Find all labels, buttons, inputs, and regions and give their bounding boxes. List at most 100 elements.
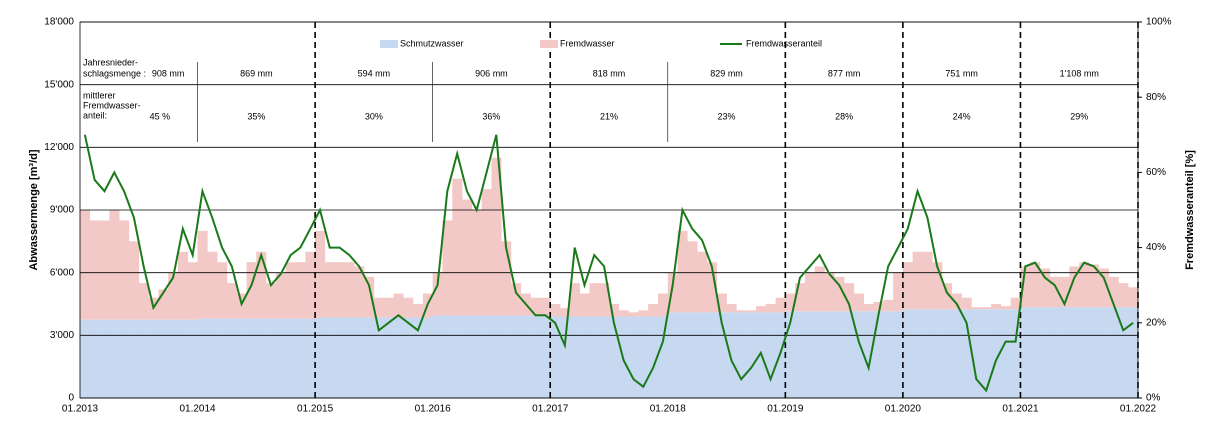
y2-axis-label: Fremdwasseranteil [%]	[1184, 150, 1196, 270]
bar-fremdwasser	[119, 220, 130, 320]
bar-schmutzwasser	[540, 315, 551, 398]
bar-schmutzwasser	[961, 309, 972, 398]
bar-schmutzwasser	[1128, 307, 1139, 398]
bar-schmutzwasser	[177, 319, 188, 398]
bar-fremdwasser	[951, 293, 962, 310]
legend-label: Fremdwasseranteil	[746, 38, 822, 48]
bar-schmutzwasser	[697, 312, 708, 398]
bar-fremdwasser	[658, 293, 669, 317]
bar-schmutzwasser	[226, 318, 238, 398]
bar-schmutzwasser	[746, 312, 757, 398]
bar-schmutzwasser	[706, 312, 717, 398]
bar-schmutzwasser	[187, 319, 198, 398]
precip-label: Jahresnieder-	[83, 57, 138, 67]
bar-schmutzwasser	[609, 316, 620, 398]
share-value: 36%	[482, 111, 500, 121]
bar-schmutzwasser	[1079, 307, 1090, 398]
x-tick-label: 01.2019	[767, 404, 804, 415]
bar-fremdwasser	[1128, 287, 1139, 308]
x-tick-label: 01.2015	[297, 404, 334, 415]
share-value: 35%	[247, 111, 265, 121]
precip-value: 818 mm	[593, 68, 626, 78]
x-tick-label: 01.2022	[1120, 404, 1157, 415]
bar-fremdwasser	[491, 157, 502, 316]
plot-frame	[79, 21, 1139, 399]
bar-schmutzwasser	[256, 318, 267, 398]
bar-fremdwasser	[462, 199, 473, 316]
bar-fremdwasser	[971, 307, 982, 310]
bar-fremdwasser	[589, 283, 600, 317]
bar-schmutzwasser	[275, 318, 287, 398]
bar-fremdwasser	[530, 297, 541, 316]
bar-schmutzwasser	[550, 316, 561, 398]
bar-fremdwasser	[785, 293, 796, 312]
bar-schmutzwasser	[677, 312, 688, 398]
bar-fremdwasser	[197, 230, 208, 319]
bar-fremdwasser	[1030, 262, 1041, 308]
bar-schmutzwasser	[373, 317, 384, 398]
bar-fremdwasser	[1088, 264, 1100, 308]
bar-schmutzwasser	[99, 319, 110, 398]
precip-value: 908 mm	[152, 68, 185, 78]
x-tick-label: 01.2021	[1002, 404, 1039, 415]
bar-fremdwasser	[432, 272, 443, 316]
bar-schmutzwasser	[844, 311, 855, 398]
bar-fremdwasser	[1020, 266, 1031, 308]
bar-schmutzwasser	[1020, 307, 1031, 398]
bar-fremdwasser	[393, 293, 404, 318]
bar-fremdwasser	[912, 251, 923, 310]
bar-fremdwasser	[354, 266, 365, 318]
bar-schmutzwasser	[765, 312, 776, 398]
bar-schmutzwasser	[246, 318, 257, 398]
bar-schmutzwasser	[383, 317, 394, 398]
bar-schmutzwasser	[501, 315, 512, 398]
bar-fremdwasser	[893, 272, 904, 312]
y2-tick-label: 0%	[1146, 393, 1161, 404]
bar-schmutzwasser	[648, 316, 659, 398]
bar-fremdwasser	[922, 251, 933, 310]
legend-swatch	[380, 40, 398, 48]
bar-fremdwasser	[442, 220, 453, 316]
bar-schmutzwasser	[687, 312, 698, 398]
bar-fremdwasser	[559, 308, 571, 317]
bar-schmutzwasser	[138, 319, 149, 398]
bar-fremdwasser	[667, 272, 678, 313]
bar-schmutzwasser	[589, 316, 600, 398]
bar-fremdwasser	[902, 262, 913, 310]
bar-schmutzwasser	[628, 316, 639, 398]
bar-schmutzwasser	[511, 315, 522, 398]
bar-fremdwasser	[706, 262, 717, 313]
bar-fremdwasser	[981, 307, 992, 310]
bar-fremdwasser	[755, 306, 767, 313]
bar-schmutzwasser	[491, 315, 502, 398]
x-tick-label: 01.2017	[532, 404, 569, 415]
bar-fremdwasser	[89, 220, 100, 320]
bar-fremdwasser	[187, 262, 198, 320]
bar-schmutzwasser	[951, 309, 962, 398]
bar-schmutzwasser	[922, 309, 933, 398]
y2-tick-label: 40%	[1146, 242, 1166, 253]
bar-fremdwasser	[628, 312, 639, 317]
bar-fremdwasser	[824, 272, 835, 312]
bar-schmutzwasser	[324, 317, 335, 398]
bar-schmutzwasser	[971, 309, 982, 398]
bar-fremdwasser	[765, 304, 776, 313]
bar-fremdwasser	[804, 272, 816, 312]
legend-swatch	[540, 40, 558, 48]
bar-schmutzwasser	[559, 316, 571, 398]
share-label: Fremdwasser-	[83, 100, 141, 110]
bar-schmutzwasser	[1108, 307, 1119, 398]
y-tick-label: 18'000	[44, 17, 74, 28]
y2-tick-label: 100%	[1146, 17, 1172, 28]
y-axis-label: Abwassermenge [m³/d]	[28, 149, 40, 270]
bar-fremdwasser	[814, 266, 825, 312]
bar-schmutzwasser	[726, 312, 737, 398]
bar-fremdwasser	[638, 310, 649, 317]
bar-fremdwasser	[834, 276, 845, 312]
bar-fremdwasser	[618, 310, 629, 317]
bar-schmutzwasser	[873, 311, 884, 398]
bar-schmutzwasser	[883, 311, 894, 398]
line-fremdwasseranteil	[83, 134, 1134, 393]
bar-schmutzwasser	[716, 312, 727, 398]
bar-schmutzwasser	[893, 311, 904, 398]
